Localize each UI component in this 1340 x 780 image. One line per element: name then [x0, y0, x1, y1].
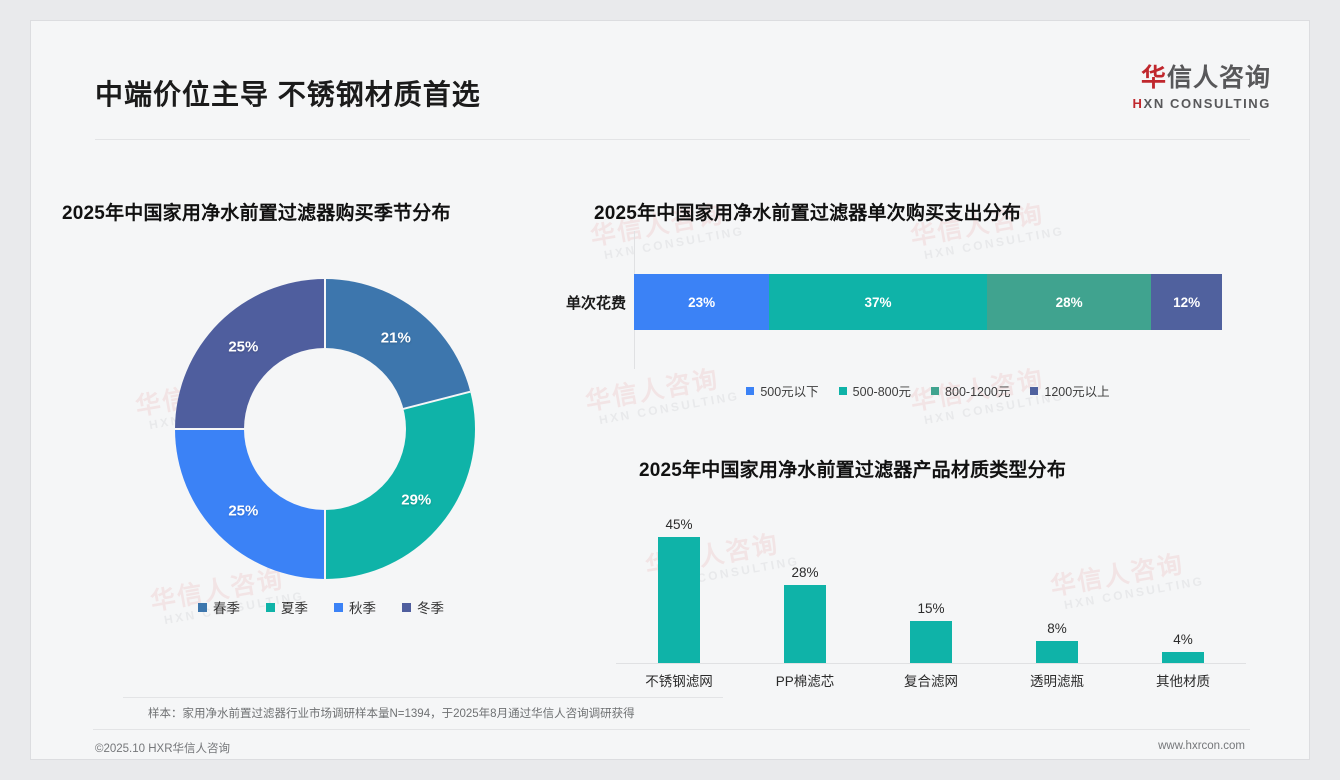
- column-value-label: 4%: [1173, 631, 1193, 647]
- column-group: 15%: [868, 523, 994, 663]
- column-category-label: 透明滤瓶: [1030, 674, 1084, 689]
- legend-item[interactable]: 800-1200元: [931, 381, 1010, 400]
- column-category-labels: 不锈钢滤网 PP棉滤芯 复合滤网 透明滤瓶 其他材质: [616, 666, 1246, 696]
- stacked-bar-legend: 500元以下 500-800元 800-1200元 1200元以上: [634, 381, 1222, 400]
- column-category: PP棉滤芯: [742, 666, 868, 696]
- company-logo: 华信人咨询 HXN CONSULTING: [1133, 64, 1271, 111]
- legend-label: 800-1200元: [945, 385, 1011, 399]
- column-bar[interactable]: [910, 621, 952, 663]
- legend-swatch: [838, 386, 847, 395]
- column-category-label: 其他材质: [1156, 674, 1210, 689]
- legend-item[interactable]: 冬季: [402, 597, 444, 617]
- stacked-bar-segment[interactable]: 23%: [634, 274, 770, 330]
- column-bars: 45% 28% 15% 8% 4%: [616, 517, 1246, 663]
- column-bar[interactable]: [784, 584, 826, 663]
- material-chart-title: 2025年中国家用净水前置过滤器产品材质类型分布: [639, 460, 1067, 481]
- footer-copyright: ©2025.10 HXR华信人咨询: [95, 743, 231, 755]
- spend-chart-title: 2025年中国家用净水前置过滤器单次购买支出分布: [594, 203, 1022, 224]
- column-value-label: 8%: [1047, 620, 1067, 636]
- page-title: 中端价位主导 不锈钢材质首选: [95, 79, 481, 110]
- legend-label: 500元以下: [760, 385, 819, 399]
- legend-label: 秋季: [349, 601, 376, 616]
- column-category-label: PP棉滤芯: [775, 674, 835, 689]
- stacked-bar-row: 23% 37% 28% 12%: [634, 274, 1222, 330]
- footnote-divider: [123, 697, 723, 698]
- logo-cn-red: 华: [1140, 64, 1167, 92]
- legend-swatch: [198, 602, 207, 612]
- donut-graphic: 21% 29% 25% 25%: [175, 279, 475, 579]
- column-category: 其他材质: [1120, 666, 1246, 696]
- donut-slice-label: 29%: [401, 491, 432, 509]
- column-bar[interactable]: [1162, 651, 1204, 663]
- legend-swatch: [1030, 386, 1039, 395]
- header-divider: [95, 139, 1250, 140]
- spend-stacked-bar-chart: 单次花费 23% 37% 28% 12% 500元以下 500-800元 800-1200…: [531, 231, 1251, 411]
- donut-slice-label: 21%: [380, 329, 411, 347]
- legend-swatch: [931, 386, 940, 395]
- legend-swatch: [266, 602, 275, 612]
- season-chart-title: 2025年中国家用净水前置过滤器购买季节分布: [62, 203, 451, 224]
- logo-en-gray: XN CONSULTING: [1143, 95, 1271, 111]
- footnote-text: 样本：家用净水前置过滤器行业市场调研样本量N=1394，于2025年8月通过华信…: [148, 708, 635, 720]
- season-donut-chart: 21% 29% 25% 25% 春季 夏季 秋季 冬季: [141, 279, 501, 624]
- stacked-bar-segment[interactable]: 12%: [1151, 274, 1222, 330]
- footer-website[interactable]: www.hxrcon.com: [1158, 740, 1245, 752]
- donut-separator: [175, 428, 325, 430]
- legend-label: 冬季: [417, 601, 444, 616]
- logo-english: HXN CONSULTING: [1133, 96, 1271, 111]
- column-group: 4%: [1120, 523, 1246, 663]
- legend-item[interactable]: 1200元以上: [1030, 381, 1110, 400]
- donut-legend: 春季 夏季 秋季 冬季: [141, 597, 501, 617]
- legend-item[interactable]: 秋季: [334, 597, 376, 617]
- column-group: 45%: [616, 517, 742, 663]
- footer-divider: [93, 729, 1250, 730]
- logo-cn-gray: 信人咨询: [1166, 64, 1271, 92]
- legend-item[interactable]: 500-800元: [838, 381, 912, 400]
- column-bar[interactable]: [1036, 640, 1078, 663]
- donut-separator: [324, 429, 326, 579]
- legend-swatch: [334, 602, 343, 612]
- legend-swatch: [746, 386, 755, 395]
- column-value-label: 28%: [791, 564, 819, 580]
- legend-label: 春季: [213, 601, 240, 616]
- column-category-label: 不锈钢滤网: [645, 674, 713, 689]
- legend-swatch: [402, 602, 411, 612]
- column-category: 不锈钢滤网: [616, 666, 742, 696]
- column-baseline: [616, 663, 1246, 664]
- column-bar[interactable]: [658, 537, 700, 663]
- column-value-label: 45%: [665, 517, 693, 532]
- donut-slice-label: 25%: [228, 502, 259, 520]
- column-category: 复合滤网: [868, 666, 994, 696]
- column-value-label: 15%: [917, 601, 945, 616]
- legend-label: 1200元以上: [1044, 385, 1110, 399]
- logo-chinese: 华信人咨询: [1133, 64, 1271, 93]
- legend-label: 500-800元: [852, 385, 912, 399]
- slide-header: 中端价位主导 不锈钢材质首选 华信人咨询 HXN CONSULTING: [31, 21, 1309, 140]
- stacked-bar-row-label: 单次花费: [565, 294, 626, 312]
- column-group: 28%: [742, 523, 868, 663]
- column-category: 透明滤瓶: [994, 666, 1120, 696]
- legend-item[interactable]: 春季: [198, 597, 240, 617]
- legend-item[interactable]: 500元以下: [746, 381, 819, 400]
- slide-canvas: 华信人咨询 HXN CONSULTING 华信人咨询 HXN CONSULTIN…: [30, 20, 1310, 760]
- column-group: 8%: [994, 523, 1120, 663]
- stacked-bar-segment[interactable]: 37%: [769, 274, 987, 330]
- donut-slice-label: 25%: [228, 338, 259, 356]
- donut-separator: [324, 279, 326, 429]
- stacked-bar-segment[interactable]: 28%: [986, 274, 1152, 330]
- column-category-label: 复合滤网: [904, 674, 958, 689]
- material-column-chart: 45% 28% 15% 8% 4% 不锈钢滤网 PP棉滤芯 复合滤网 透明滤瓶 其他材质: [616, 501, 1246, 696]
- legend-label: 夏季: [281, 601, 308, 616]
- logo-en-red: H: [1132, 95, 1144, 111]
- legend-item[interactable]: 夏季: [266, 597, 308, 617]
